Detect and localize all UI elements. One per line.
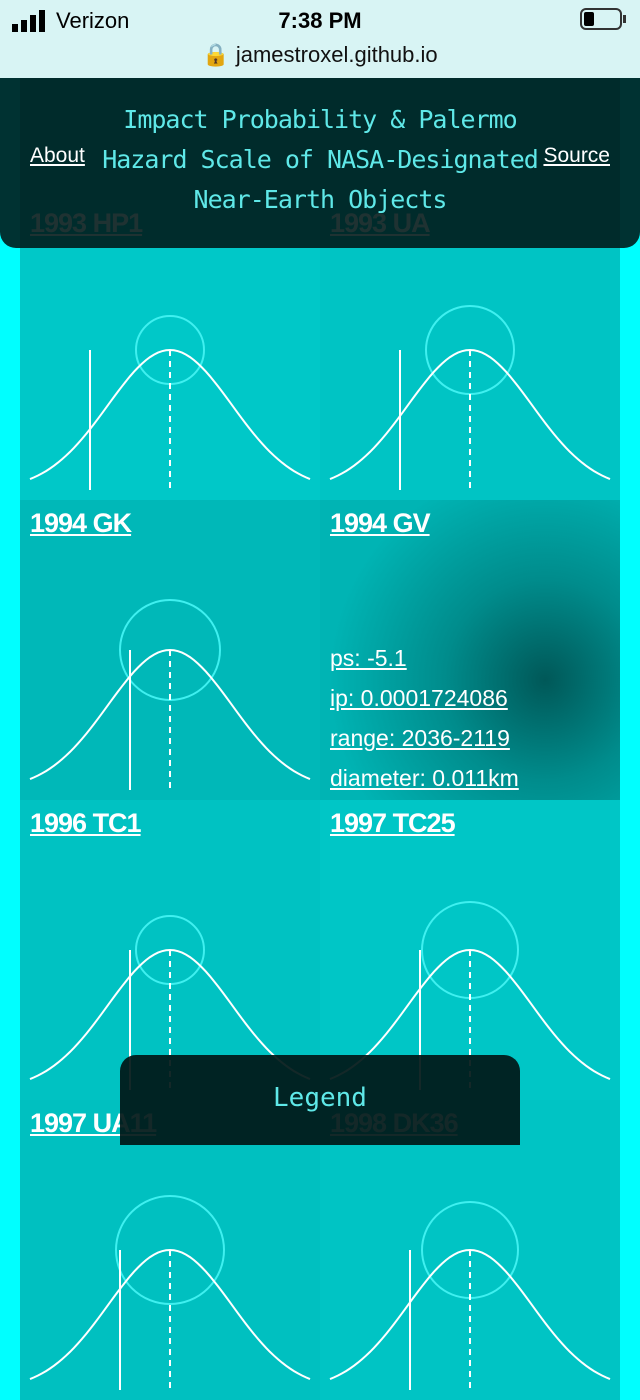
bell-curve-graphic [29, 599, 311, 790]
object-card: 1997 UA11 [20, 1100, 320, 1400]
header: About Impact Probability & Palermo Hazar… [0, 78, 640, 248]
bell-curve-graphic [329, 1201, 611, 1390]
bell-curve-graphic [29, 1195, 311, 1390]
about-link[interactable]: About [30, 144, 85, 167]
source-link[interactable]: Source [543, 144, 610, 167]
object-name[interactable]: 1994 GV [330, 508, 431, 538]
object-details: ps: -5.1 ip: 0.0001724086 range: 2036-2119… [330, 638, 519, 798]
address-bar[interactable]: 🔒 jamestroxel.github.io [202, 42, 438, 67]
curve [29, 648, 311, 781]
object-card: 1996 TC1 [20, 800, 320, 1100]
curve [329, 348, 611, 481]
legend-label: Legend [273, 1083, 367, 1113]
legend-panel[interactable]: Legend [120, 1055, 520, 1145]
object-name[interactable]: 1994 GK [30, 508, 132, 538]
url: jamestroxel.github.io [235, 42, 438, 67]
object-name[interactable]: 1997 TC25 [330, 808, 456, 838]
object-card: 1994 GK [20, 500, 320, 800]
curve [29, 348, 311, 481]
page-title: Impact Probability & Palermo Hazard Scal… [102, 105, 539, 214]
object-card: 1994 GV ps: -5.1 ip: 0.0001724086 range: 20… [320, 500, 620, 800]
clock: 7:38 PM [278, 8, 362, 33]
curve [29, 1248, 311, 1381]
bell-curve-graphic [329, 305, 611, 490]
detail-line: diameter: 0.011km [330, 765, 519, 791]
detail-line: ps: -5.1 [330, 645, 407, 671]
bell-curve-graphic [29, 315, 311, 490]
status-bar: Verizon 7:38 PM 🔒 jamestroxel.github.io [0, 0, 640, 78]
object-name[interactable]: 1996 TC1 [30, 808, 142, 838]
signal-icon [12, 10, 45, 32]
battery-icon [580, 8, 626, 30]
carrier: Verizon [56, 8, 130, 33]
object-card: 1998 DK36 [320, 1100, 620, 1400]
detail-line: range: 2036-2119 [330, 725, 510, 751]
object-card: 1997 TC25 [320, 800, 620, 1100]
curve [329, 1248, 611, 1381]
detail-line: ip: 0.0001724086 [330, 685, 508, 711]
